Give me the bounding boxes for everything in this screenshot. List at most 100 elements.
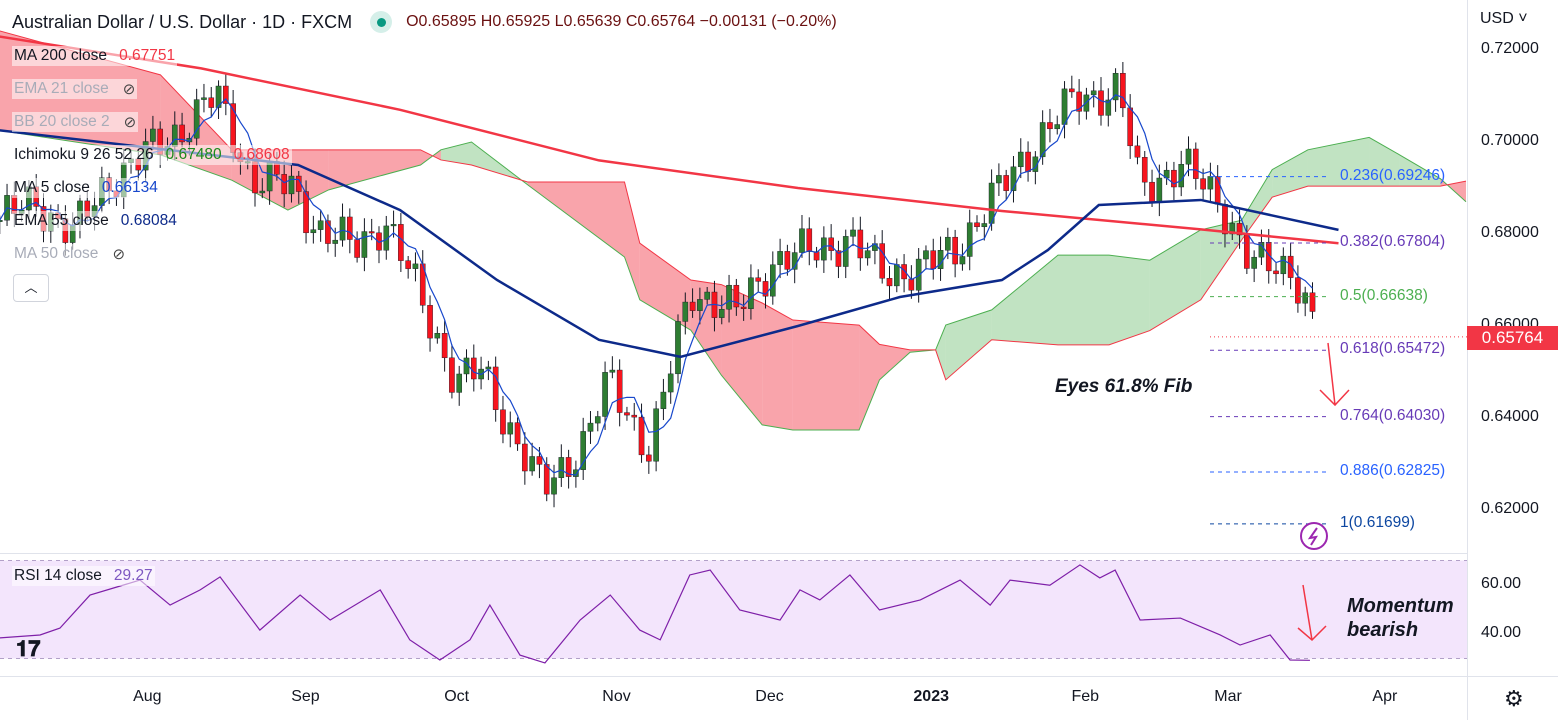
candle-body: [981, 223, 988, 228]
candle-body: [1032, 156, 1039, 172]
time-axis-border: [0, 676, 1558, 677]
eye-hidden-icon[interactable]: ⊘: [123, 114, 137, 131]
eye-hidden-icon[interactable]: ⊘: [112, 246, 126, 263]
candle-body: [281, 174, 287, 195]
candle-body: [966, 222, 973, 257]
chart-header: Australian Dollar / U.S. Dollar · 1D · F…: [12, 11, 837, 33]
ichimoku-span-b: [0, 30, 1467, 381]
legend-item[interactable]: Ichimoku 9 26 52 26 0.67480 0.68608: [12, 145, 292, 165]
candle-body: [675, 321, 681, 375]
candle-body: [996, 175, 1002, 184]
candle-body: [412, 263, 419, 269]
candle-body: [1149, 181, 1155, 203]
candle-body: [777, 251, 783, 265]
legend-item[interactable]: MA 5 close 0.66134: [12, 178, 160, 198]
candle-body: [653, 408, 659, 462]
price-axis-border: [1467, 0, 1468, 720]
legend-label: BB 20 close 2: [14, 113, 110, 130]
legend-item[interactable]: EMA 21 close ⊘: [12, 79, 138, 99]
candle-body: [514, 422, 521, 445]
ichimoku-cloud-segment: [859, 325, 880, 430]
candle-body: [303, 191, 309, 234]
candle-body: [624, 412, 630, 416]
candle-body: [383, 225, 390, 251]
fib-annotation: Eyes 61.8% Fib: [1055, 376, 1193, 397]
candle-body: [529, 456, 535, 472]
price-tick: 0.70000: [1481, 132, 1539, 149]
time-tick: 2023: [913, 688, 949, 705]
ichimoku-cloud-segment: [935, 325, 946, 380]
candle-body: [1171, 169, 1177, 188]
settings-gear-icon[interactable]: ⚙: [1504, 686, 1524, 711]
time-tick: Dec: [755, 688, 784, 705]
candle-body: [1090, 90, 1097, 96]
candle-body: [325, 220, 331, 244]
momentum-annotation-1: Momentum: [1347, 595, 1454, 617]
eye-hidden-icon[interactable]: ⊘: [122, 81, 136, 98]
candle-body: [1127, 107, 1133, 147]
collapse-legend-button[interactable]: ︿: [13, 274, 49, 302]
tradingview-logo[interactable]: 𝟏𝟕: [16, 636, 41, 661]
legend-label: MA 5 close: [14, 179, 90, 196]
ichimoku-cloud-segment: [527, 182, 625, 257]
rsi-band: [0, 560, 1467, 659]
ichimoku-cloud-segment: [1200, 220, 1242, 300]
fib-label: 0.618(0.65472): [1340, 340, 1446, 358]
candle-body: [347, 216, 353, 240]
fib-label: 0.764(0.64030): [1340, 406, 1446, 424]
ichimoku-cloud-segment: [721, 284, 763, 425]
candle-body: [1265, 242, 1272, 272]
fib-label: 0.886(0.62825): [1340, 462, 1446, 480]
candle-body: [1141, 157, 1148, 183]
alert-lightning-icon: [1300, 522, 1328, 550]
ichimoku-cloud-segment: [420, 149, 441, 165]
price-tick: 0.64000: [1481, 408, 1539, 425]
candle-body: [0, 219, 3, 222]
candle-body: [587, 422, 594, 432]
candle-body: [937, 250, 944, 269]
candle-body: [223, 85, 229, 104]
candle-body: [697, 299, 703, 311]
candle-body: [835, 250, 842, 267]
ichimoku-cloud-segment: [1149, 229, 1201, 331]
legend-item[interactable]: EMA 55 close 0.68084: [12, 211, 179, 231]
candle-body: [1047, 122, 1053, 130]
candle-body: [1244, 234, 1250, 269]
candle-body: [580, 431, 586, 470]
ma200-line: [0, 35, 1339, 245]
candle-body: [259, 190, 266, 194]
fib-label: 1(0.61699): [1340, 513, 1415, 531]
symbol-title[interactable]: Australian Dollar / U.S. Dollar · 1D · F…: [12, 11, 353, 32]
legend-label: MA 50 close: [14, 245, 99, 262]
ichimoku-span-a: [0, 129, 1467, 431]
candle-body: [850, 229, 856, 237]
candle-body: [726, 284, 732, 310]
price-tick: 0.72000: [1481, 40, 1539, 57]
candle-body: [828, 237, 834, 251]
candle-body: [718, 309, 725, 318]
candle-body: [1309, 292, 1316, 312]
candle-body: [952, 236, 958, 265]
rsi-legend[interactable]: RSI 14 close 29.27: [12, 566, 155, 586]
lightning-icon: [1307, 527, 1319, 546]
momentum-annotation-2: bearish: [1347, 619, 1419, 641]
candle-body: [864, 250, 871, 259]
time-tick: Apr: [1372, 688, 1398, 705]
candle-body: [288, 175, 295, 195]
candle-body: [886, 278, 893, 287]
candle-body: [1156, 177, 1163, 203]
candle-body: [215, 85, 222, 108]
candle-body: [755, 277, 762, 282]
candle-body: [492, 366, 499, 410]
candle-body: [317, 220, 324, 230]
currency-selector[interactable]: USD ˅: [1480, 10, 1528, 27]
legend-value: 0.67751: [119, 47, 176, 64]
legend-item[interactable]: BB 20 close 2 ⊘: [12, 112, 139, 132]
candle-body: [1069, 88, 1075, 93]
legend-item[interactable]: MA 50 close ⊘: [12, 244, 128, 264]
ichimoku-cloud-segment: [991, 255, 1058, 345]
legend-item[interactable]: MA 200 close 0.67751: [12, 46, 178, 66]
time-tick: Mar: [1214, 688, 1242, 705]
ichimoku-cloud-segment: [792, 320, 860, 430]
